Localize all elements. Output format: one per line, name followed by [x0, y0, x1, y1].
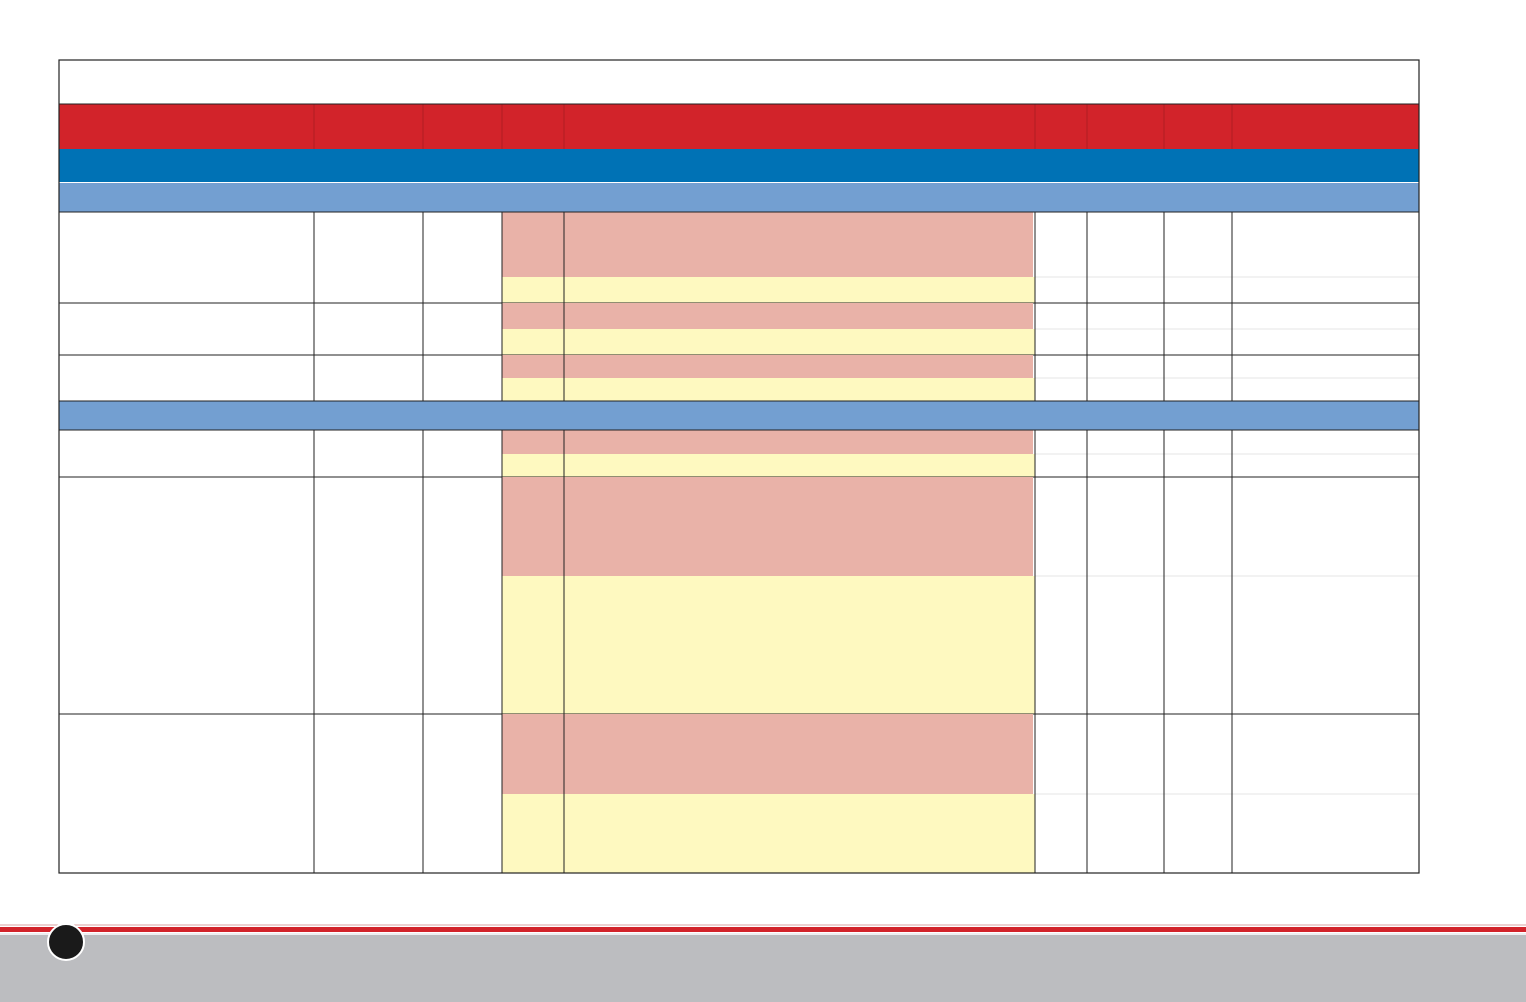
shaded-cell [502, 329, 1035, 355]
group-row [59, 183, 1419, 212]
shaded-cell [502, 794, 1035, 873]
shaded-cell [502, 303, 1033, 329]
shaded-cell [502, 212, 1033, 277]
table [58, 59, 1420, 874]
shaded-cell [502, 454, 1035, 477]
page-number-badge [47, 923, 85, 961]
footer-rule [0, 927, 1526, 932]
group-row [59, 401, 1419, 430]
shaded-cell [502, 576, 1035, 714]
shaded-cell [502, 430, 1033, 454]
shaded-cell [502, 714, 1033, 794]
shaded-cell [502, 355, 1033, 378]
table-border [58, 59, 1420, 874]
footer-band [0, 933, 1526, 1002]
shaded-cell [502, 378, 1035, 401]
header-row [59, 104, 1419, 149]
shaded-cell [502, 277, 1035, 303]
section-row [59, 149, 1419, 182]
shaded-cell [502, 477, 1033, 576]
